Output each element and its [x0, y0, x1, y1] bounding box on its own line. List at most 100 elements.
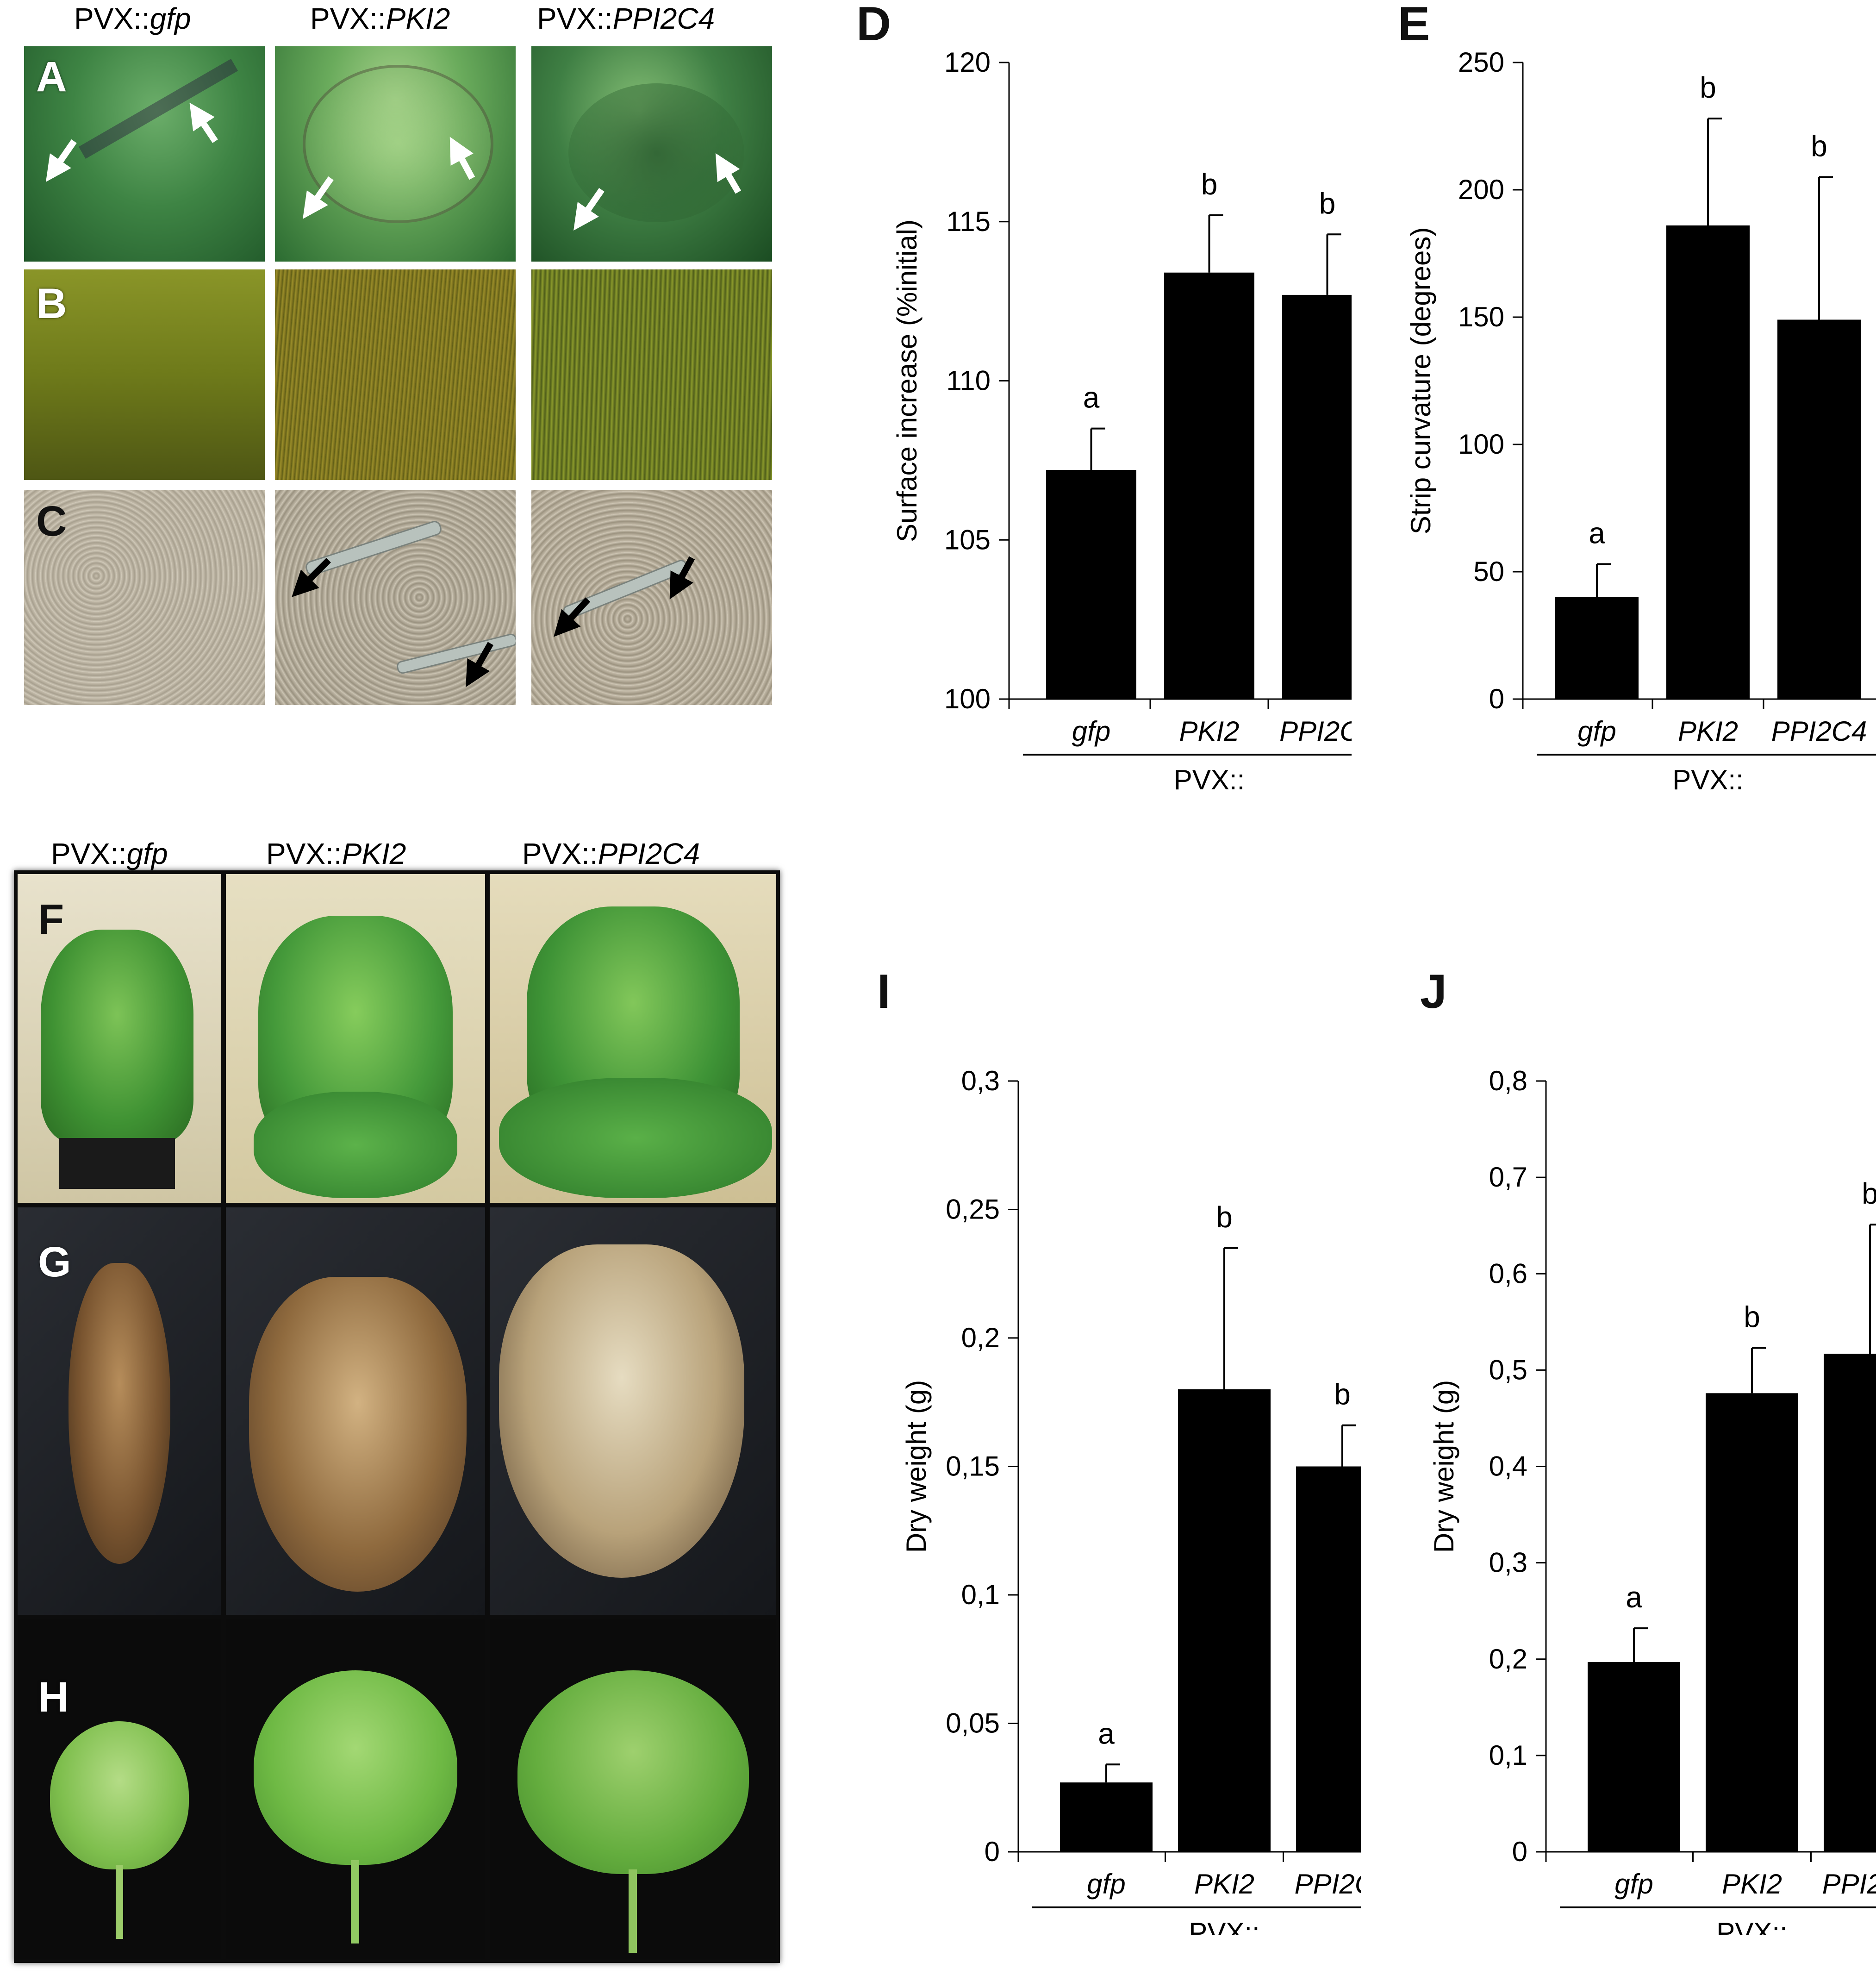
y-tick-label: 120 [944, 47, 991, 78]
bottom-col-label-gfp: PVX::gfp [51, 839, 168, 869]
chart-i: 0 0,05 0,1 0,15 0,2 0,25 0,3 a gfp b PKI2 b PPI2C4 PV… [901, 1065, 1361, 1935]
category-label: PPI2C4 [1279, 716, 1352, 747]
category-label: PKI2 [1722, 1869, 1782, 1900]
y-tick-label: 100 [944, 683, 991, 714]
y-tick-label: 50 [1473, 556, 1504, 587]
arrow-overlays [46, 102, 742, 687]
y-tick-label: 0,1 [961, 1579, 1000, 1610]
photo-c-ppi2c4 [531, 490, 772, 705]
bottom-photo-frame [14, 870, 780, 1963]
photo-b-pki2 [275, 269, 516, 480]
x-axis-label: PVX:: [1716, 1917, 1787, 1935]
photo-g-gfp [18, 1207, 221, 1615]
chart-letter-j: J [1420, 965, 1447, 1019]
label-prefix: PVX:: [74, 2, 150, 35]
photo-f-gfp [18, 874, 221, 1203]
label-name: PPI2C4 [612, 2, 715, 35]
label-prefix: PVX:: [266, 837, 342, 870]
y-tick-label: 0,8 [1489, 1065, 1527, 1096]
significance-label: b [1744, 1300, 1760, 1334]
x-axis-label: PVX:: [1189, 1917, 1259, 1935]
bar [1178, 1389, 1271, 1852]
y-tick-label: 0,6 [1489, 1258, 1527, 1289]
significance-label: a [1098, 1717, 1115, 1750]
label-name: gfp [126, 837, 168, 870]
label-name: PPI2C4 [598, 837, 700, 870]
label-name: PKI2 [342, 837, 406, 870]
category-label: gfp [1087, 1869, 1125, 1900]
top-col-label-ppi2c4: PVX::PPI2C4 [537, 4, 715, 33]
y-tick-label: 0,2 [961, 1322, 1000, 1353]
photo-b-gfp [24, 269, 265, 480]
photo-c-gfp [24, 490, 265, 705]
panel-letter-f: F [38, 896, 64, 943]
y-tick-label: 0,5 [1489, 1354, 1527, 1385]
bar [1555, 597, 1639, 699]
bar [1666, 225, 1750, 699]
photo-h-ppi2c4 [490, 1619, 776, 1959]
significance-label: a [1589, 517, 1605, 550]
category-label: gfp [1614, 1869, 1653, 1900]
bar [1824, 1353, 1876, 1852]
bar [1296, 1466, 1361, 1852]
bar [1706, 1393, 1798, 1852]
label-prefix: PVX:: [522, 837, 598, 870]
x-axis-label: PVX:: [1174, 764, 1245, 795]
bottom-col-label-pki2: PVX::PKI2 [266, 839, 406, 869]
photo-f-ppi2c4 [490, 874, 776, 1203]
y-tick-label: 0,15 [946, 1451, 1000, 1482]
significance-label: b [1862, 1177, 1876, 1210]
y-tick-label: 0,1 [1489, 1740, 1527, 1771]
y-axis-label: Surface increase (%initial) [891, 219, 922, 542]
significance-label: b [1811, 130, 1827, 163]
category-label: PKI2 [1194, 1869, 1254, 1900]
bar [1046, 470, 1136, 699]
y-tick-label: 105 [944, 524, 991, 555]
category-label: PPI2C4 [1295, 1869, 1361, 1900]
bar [1060, 1782, 1153, 1852]
bar [1588, 1662, 1680, 1852]
panel-letter-c: C [36, 498, 67, 545]
y-axis-label: Dry weight (g) [901, 1380, 932, 1553]
panel-letter-h: H [38, 1674, 69, 1721]
y-tick-label: 200 [1458, 174, 1504, 205]
chart-letter-i: I [877, 965, 891, 1019]
category-label: PPI2C4 [1771, 716, 1867, 747]
significance-label: b [1201, 168, 1218, 201]
y-axis-label: Strip curvature (degrees) [1405, 227, 1436, 535]
significance-label: b [1334, 1378, 1351, 1411]
y-tick-label: 0 [1489, 683, 1504, 714]
top-col-label-gfp: PVX::gfp [74, 4, 191, 33]
x-axis-label: PVX:: [1672, 764, 1743, 795]
y-tick-label: 0,05 [946, 1708, 1000, 1739]
photo-h-pki2 [226, 1619, 485, 1959]
white-arrow [46, 102, 742, 231]
y-axis-label: Dry weight (g) [1428, 1380, 1459, 1553]
category-label: PPI2C4 [1822, 1869, 1876, 1900]
significance-label: a [1626, 1581, 1642, 1614]
y-tick-label: 0 [1512, 1836, 1527, 1867]
panel-letter-a: A [36, 53, 67, 100]
y-tick-label: 0,7 [1489, 1162, 1527, 1193]
significance-label: b [1700, 71, 1716, 104]
photo-h-gfp [18, 1619, 221, 1959]
y-tick-label: 0,4 [1489, 1451, 1527, 1482]
bar [1164, 272, 1254, 699]
photo-g-pki2 [226, 1207, 485, 1615]
category-label: PKI2 [1179, 716, 1239, 747]
category-label: PKI2 [1678, 716, 1738, 747]
significance-label: b [1216, 1200, 1233, 1234]
y-tick-label: 0,3 [961, 1065, 1000, 1096]
y-tick-label: 115 [946, 206, 991, 237]
label-name: PKI2 [386, 2, 450, 35]
label-prefix: PVX:: [51, 837, 127, 870]
significance-label: b [1319, 187, 1336, 220]
bottom-col-label-ppi2c4: PVX::PPI2C4 [522, 839, 700, 869]
black-arrow [292, 556, 695, 687]
panel-letter-b: B [36, 280, 67, 327]
photo-g-ppi2c4 [490, 1207, 776, 1615]
panel-letter-g: G [38, 1238, 71, 1286]
chart-j: 0 0,1 0,2 0,3 0,4 0,5 0,6 0,7 0,8 a gfp b PKI2 b PPI2C… [1428, 1065, 1876, 1935]
